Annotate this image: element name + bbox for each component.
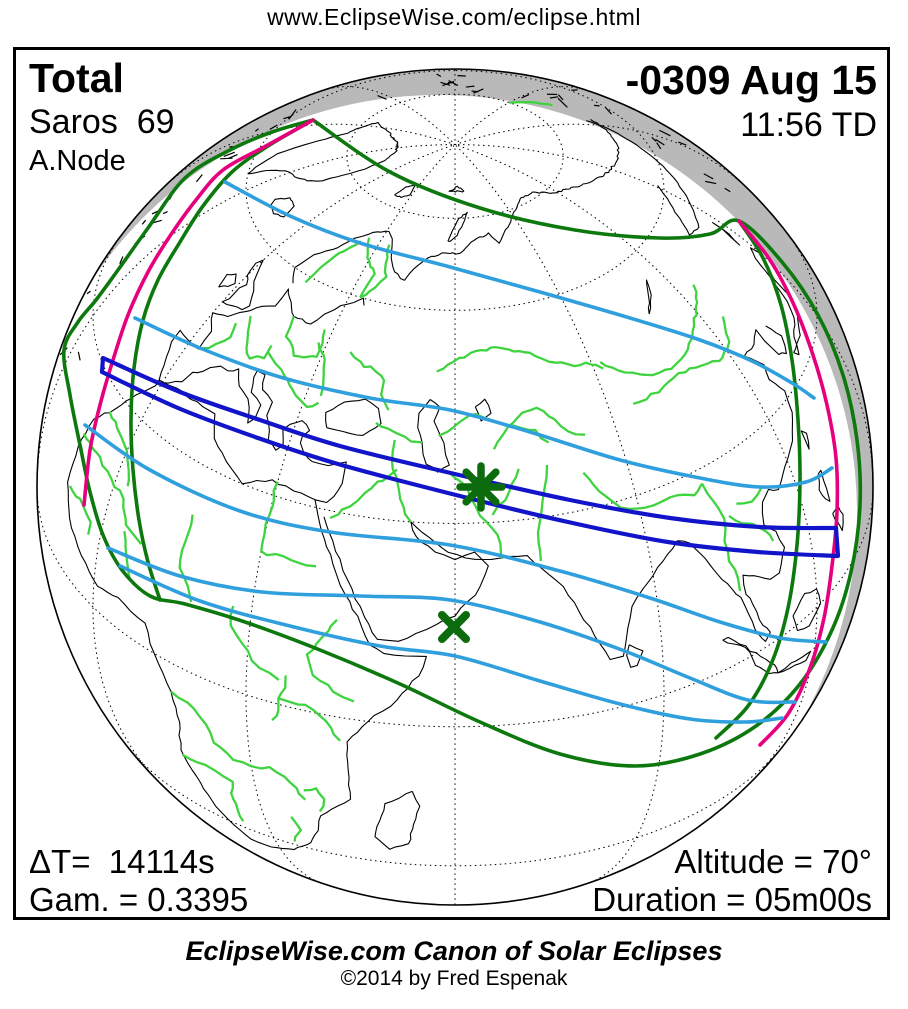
greatest-eclipse-asterisk-marker [460,466,502,508]
gamma-label: Gam. = 0.3395 [29,881,248,919]
eclipse-info-top-right: -0309 Aug 15 11:56 TD [626,57,877,147]
eclipse-date-label: -0309 Aug 15 [626,57,877,103]
eclipse-info-top-left: Total Saros 69 A.Node [29,55,175,180]
saros-label: Saros 69 [29,101,175,143]
eclipse-type-label: Total [29,55,175,101]
altitude-label: Altitude = 70° [592,843,872,881]
eclipse-info-bottom-left: ΔT= 14114s Gam. = 0.3395 [29,843,248,919]
eclipse-info-bottom-right: Altitude = 70° Duration = 05m00s [592,843,872,919]
eclipse-time-label: 11:56 TD [626,103,877,147]
delta-t-label: ΔT= 14114s [29,843,248,881]
duration-label: Duration = 05m00s [592,881,872,919]
node-label: A.Node [29,143,175,180]
